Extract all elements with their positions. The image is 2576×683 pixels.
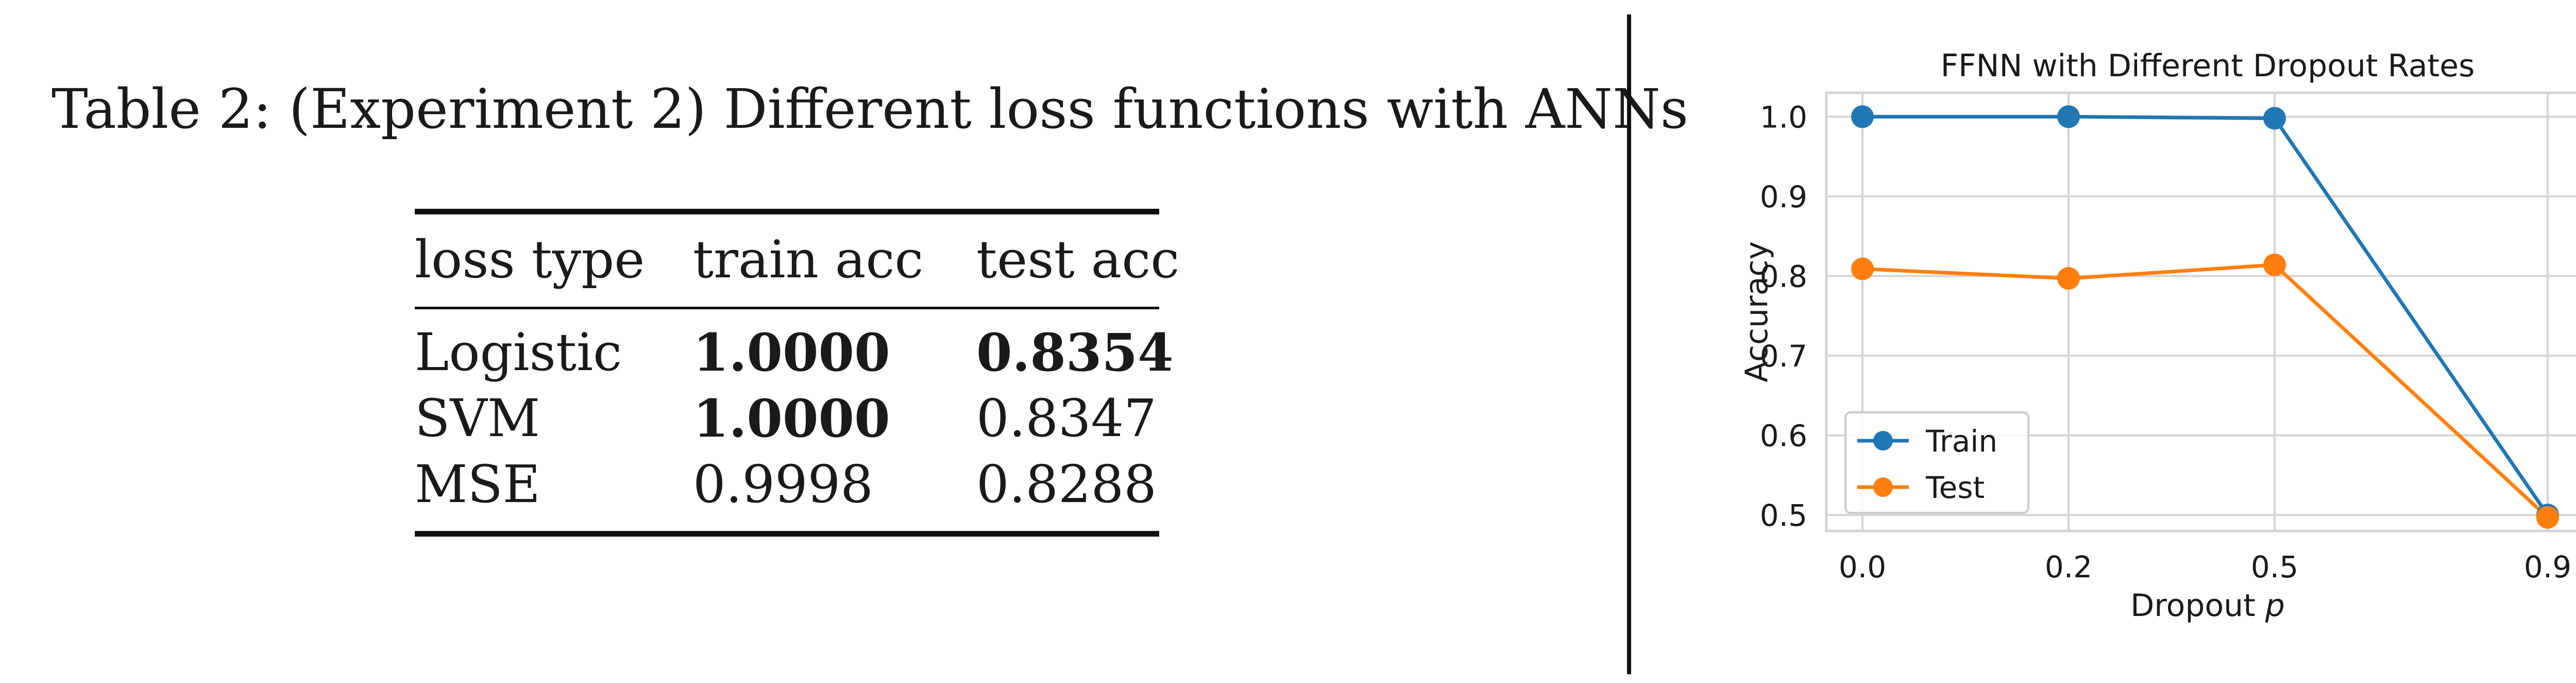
series-line-test (1862, 263, 2549, 519)
dropout-line-chart: FFNN with Different Dropout Rates 0.5 0.6… (1739, 48, 2576, 624)
x-axis-ticks: 0.0 0.2 0.5 0.9 (1839, 549, 2571, 585)
y-tick-label: 0.8 (1760, 259, 1807, 294)
grid (1826, 93, 2576, 531)
x-axis-label-prefix: Dropout (2130, 588, 2265, 624)
row-svm-test: 0.8347 (976, 388, 1157, 448)
series-line-train (1862, 114, 2549, 517)
header-train-acc: train acc (693, 229, 924, 290)
y-tick-label: 0.6 (1760, 419, 1807, 454)
legend-train-marker (1873, 431, 1893, 451)
y-tick-label: 0.5 (1760, 498, 1807, 533)
data-point-test (2263, 253, 2286, 276)
data-point-test (2057, 267, 2080, 290)
table-caption: Table 2: (Experiment 2) Different loss f… (52, 77, 1689, 141)
legend: Train Test (1844, 411, 2029, 514)
table-panel: Table 2: (Experiment 2) Different loss f… (52, 77, 1688, 537)
data-point-train (2057, 105, 2080, 128)
row-mse-train: 0.9998 (693, 454, 873, 514)
x-tick-label: 0.0 (1839, 549, 1886, 585)
x-tick-label: 0.9 (2524, 549, 2571, 585)
y-axis-ticks: 0.5 0.6 0.7 0.8 0.9 1.0 (1760, 99, 1807, 533)
header-loss-type: loss type (415, 229, 645, 290)
header-test-acc: test acc (976, 229, 1180, 290)
row-logistic-train: 1.0000 (693, 322, 890, 383)
plot-frame (1825, 91, 2576, 532)
data-point-train (2263, 107, 2286, 130)
data-point-train (1851, 105, 1874, 128)
x-axis-label-variable: p (2265, 588, 2285, 624)
legend-test-label: Test (1925, 470, 1985, 505)
row-mse-loss: MSE (415, 454, 540, 514)
legend-train-label: Train (1925, 424, 1997, 459)
row-mse-test: 0.8288 (976, 454, 1157, 514)
x-tick-label: 0.5 (2251, 549, 2298, 585)
y-tick-label: 0.7 (1760, 339, 1807, 374)
row-svm-train: 1.0000 (693, 388, 890, 449)
panel-divider (1627, 14, 1631, 674)
data-point-test (2536, 506, 2559, 529)
table-mid-rule (415, 307, 1159, 309)
y-axis-label: Accuracy (1739, 241, 1775, 382)
legend-test-marker (1873, 477, 1893, 497)
chart-title: FFNN with Different Dropout Rates (1941, 48, 2475, 84)
series-lines (1851, 105, 2559, 529)
y-tick-label: 1.0 (1760, 99, 1807, 135)
x-tick-label: 0.2 (2045, 549, 2092, 585)
table-top-rule (415, 209, 1159, 214)
y-tick-label: 0.9 (1760, 179, 1807, 214)
row-logistic-loss: Logistic (415, 322, 622, 382)
data-point-test (1851, 257, 1874, 280)
row-logistic-test: 0.8354 (976, 322, 1174, 383)
table-bottom-rule (415, 531, 1159, 537)
x-axis-label: Dropout p (2130, 588, 2285, 624)
row-svm-loss: SVM (415, 388, 540, 448)
